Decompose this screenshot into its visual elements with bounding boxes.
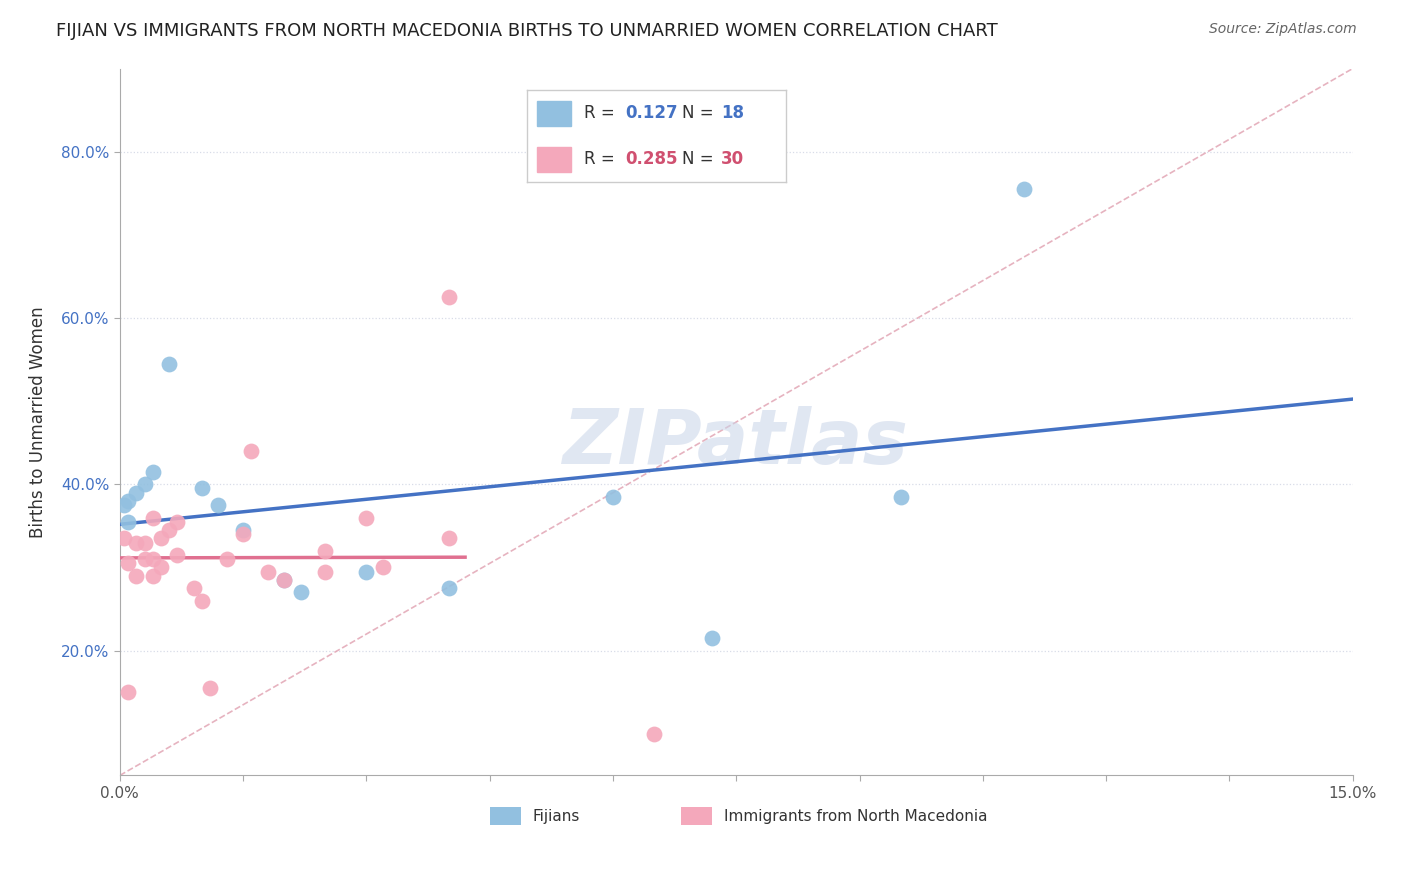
Point [142,465,165,479]
Point [437,290,460,304]
Point [117,685,139,699]
Point [643,727,665,741]
Point [142,510,165,524]
Point [112,498,135,512]
Point [1012,182,1035,196]
Point [437,532,460,546]
Point [183,582,205,596]
Text: Immigrants from North Macedonia: Immigrants from North Macedonia [724,809,987,824]
Point [215,552,238,566]
Point [112,532,135,546]
Point [166,515,188,529]
Point [134,535,156,549]
Point [356,565,378,579]
Point [166,548,188,562]
Point [700,631,723,645]
Point [437,582,460,596]
Point [134,477,156,491]
Point [240,444,263,458]
Point [200,681,222,695]
Point [117,557,139,571]
Point [273,573,295,587]
Point [142,552,165,566]
Point [134,552,156,566]
Text: Fijians: Fijians [533,809,581,824]
Point [125,535,148,549]
Point [142,569,165,583]
FancyBboxPatch shape [489,807,520,825]
Point [191,482,214,496]
Point [157,523,180,537]
Point [232,527,254,541]
Point [149,560,172,574]
Point [117,515,139,529]
FancyBboxPatch shape [681,807,711,825]
Point [890,490,912,504]
Point [149,532,172,546]
Point [314,565,336,579]
Point [191,593,214,607]
Y-axis label: Births to Unmarried Women: Births to Unmarried Women [30,306,46,538]
Point [157,357,180,371]
Point [356,510,378,524]
Point [256,565,278,579]
Text: Source: ZipAtlas.com: Source: ZipAtlas.com [1209,22,1357,37]
Point [125,569,148,583]
Point [125,485,148,500]
Point [602,490,624,504]
Point [371,560,394,574]
Point [232,523,254,537]
Point [117,494,139,508]
Point [290,585,312,599]
Point [207,498,229,512]
Text: FIJIAN VS IMMIGRANTS FROM NORTH MACEDONIA BIRTHS TO UNMARRIED WOMEN CORRELATION : FIJIAN VS IMMIGRANTS FROM NORTH MACEDONI… [56,22,998,40]
Point [273,573,295,587]
Text: ZIPatlas: ZIPatlas [564,406,910,480]
Point [314,544,336,558]
